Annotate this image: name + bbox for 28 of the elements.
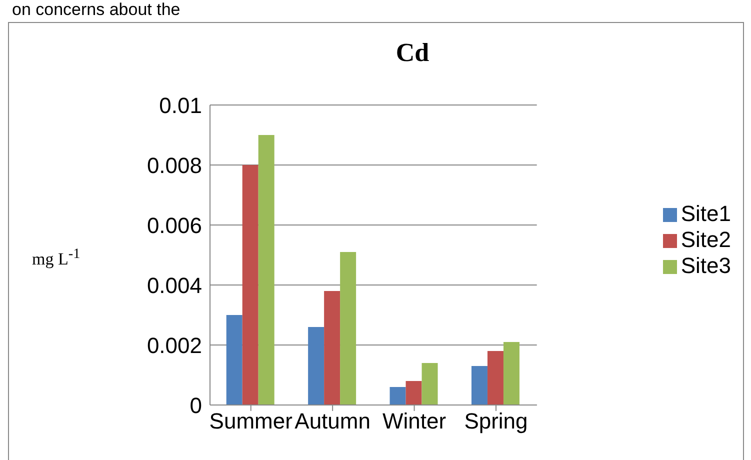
- x-tick-label: Winter: [382, 408, 446, 434]
- y-tick-label: 0: [190, 392, 202, 418]
- bar: [308, 327, 324, 405]
- text: on concerns about the: [12, 0, 180, 20]
- legend-label: Site3: [680, 253, 731, 278]
- bar: [258, 135, 274, 405]
- bar: [340, 252, 356, 405]
- y-tick-label: 0.002: [146, 332, 202, 358]
- x-tick-label: Spring: [464, 408, 528, 434]
- bar: [390, 387, 406, 405]
- bar: [324, 291, 340, 405]
- y-tick-label: 0.008: [146, 152, 202, 178]
- y-tick-label: 0.01: [159, 92, 202, 118]
- bar: [422, 363, 438, 405]
- y-axis-title: mg L$^{-1}$: [32, 246, 80, 270]
- x-tick-label: Autumn: [294, 408, 370, 434]
- legend-label: Site2: [680, 227, 731, 252]
- bar: [471, 366, 488, 405]
- legend-label: Site1: [680, 201, 731, 226]
- bar: [406, 381, 422, 405]
- x-tick-label: Summer: [209, 408, 292, 434]
- y-tick-label: 0.006: [146, 212, 202, 238]
- bar: [503, 342, 520, 405]
- y-tick-label: 0.004: [146, 272, 202, 298]
- chart-title: Cd: [394, 38, 430, 68]
- bar: [487, 351, 504, 405]
- bar: [226, 315, 242, 405]
- bar: [242, 165, 258, 405]
